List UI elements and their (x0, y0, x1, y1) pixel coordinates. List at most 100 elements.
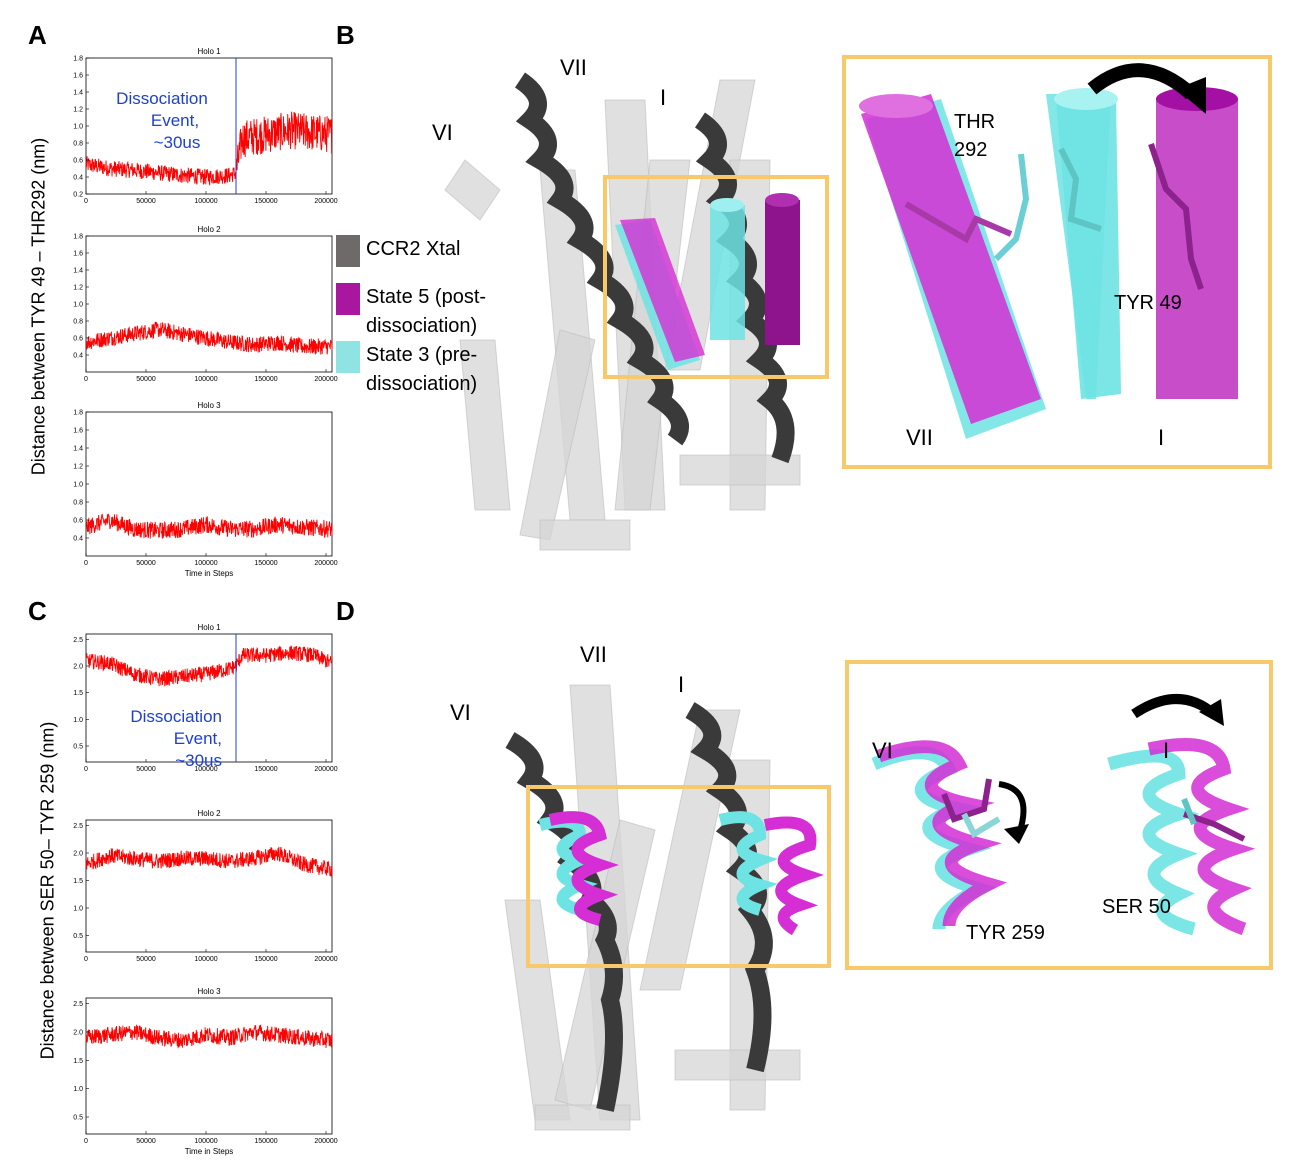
legend-label: CCR2 Xtal (366, 238, 461, 260)
y-tick-label: 0.8 (73, 319, 83, 326)
y-tick-label: 1.6 (73, 428, 83, 435)
y-tick-label: 2.5 (73, 637, 83, 644)
y-tick-label: 1.0 (73, 717, 83, 724)
annotation-line: Dissociation (116, 89, 208, 108)
chart-title: Holo 2 (197, 809, 221, 818)
y-tick-label: 1.0 (73, 1086, 83, 1093)
x-tick-label: 0 (84, 766, 88, 773)
zoom-box-d (526, 785, 831, 968)
chart-title: Holo 1 (197, 47, 221, 56)
inset-b-structure (859, 63, 1238, 439)
label-b-vi: VI (432, 120, 453, 145)
y-tick-label: 2.5 (73, 823, 83, 830)
plot-frame (85, 411, 333, 557)
gray-helix (679, 454, 801, 486)
panel-letter-d: D (336, 596, 355, 626)
y-tick-label: 0.5 (73, 744, 83, 751)
annotation-line: Event, (173, 729, 222, 748)
arrow-head (1004, 824, 1029, 844)
magenta-ribbon (548, 811, 619, 926)
chart-title: Holo 1 (197, 623, 221, 632)
cylinder-cap (1054, 88, 1118, 110)
chart-c-holo1: Holo 1 0.5 1.0 1.5 2.0 2.5 0 50000 100000 150000 2… (73, 623, 338, 773)
magenta-cylinder (620, 218, 705, 362)
x-tick-label: 100000 (194, 1138, 217, 1145)
inset-d-ser-label: SER 50 (1102, 896, 1171, 918)
x-tick-label: 200000 (314, 376, 337, 383)
inset-d-tyr-label: TYR 259 (966, 922, 1045, 944)
y-tick-label: 1.6 (73, 251, 83, 258)
y-tick-label: 0.4 (73, 175, 83, 182)
cyan-cylinder (1056, 99, 1121, 399)
inset-b-tyr-label: TYR 49 (1114, 292, 1182, 314)
x-tick-label: 50000 (136, 198, 156, 205)
annotation-line: ~30us (175, 751, 222, 770)
y-tick-label: 2.0 (73, 1030, 83, 1037)
panel-c-annotation: Dissociation Event, ~30us (112, 706, 222, 772)
inset-b-i-label: I (1158, 425, 1165, 450)
x-tick-label: 100000 (194, 376, 217, 383)
y-tick-label: 0.8 (73, 141, 83, 148)
inset-d-vi-label: VI (872, 738, 893, 763)
x-tick-label: 200000 (314, 956, 337, 963)
legend-item-state3: State 3 (pre- dissociation) (336, 341, 477, 399)
gray-helix (674, 1049, 801, 1081)
series-line (85, 846, 333, 877)
cyan-ribbon (718, 811, 778, 916)
x-tick-label: 50000 (136, 560, 156, 567)
x-tick-label: 200000 (314, 766, 337, 773)
panel-a-ylabel: Distance between TYR 49 – THR292 (nm) (28, 137, 49, 476)
label-d-i: I (678, 672, 685, 697)
y-tick-label: 2.0 (73, 664, 83, 671)
inset-d-i-label: I (1163, 738, 1170, 763)
y-tick-label: 0.5 (73, 1115, 83, 1122)
y-tick-label: 1.8 (73, 56, 83, 63)
x-tick-label: 150000 (254, 956, 277, 963)
inset-d-structure (871, 694, 1256, 936)
series-line (85, 645, 333, 687)
y-tick-label: 1.0 (73, 906, 83, 913)
magenta-cylinder (861, 94, 1041, 424)
gray-helix (639, 709, 741, 991)
chart-title: Holo 3 (197, 401, 221, 410)
x-tick-label: 0 (84, 1138, 88, 1145)
residue-stick (904, 201, 1013, 244)
zoom-box-b (603, 175, 829, 379)
residue-stick (1148, 143, 1204, 290)
arrow-head (1176, 77, 1206, 114)
legend-swatch (336, 341, 360, 373)
inset-b-vii-label: VII (906, 425, 933, 450)
x-tick-label: 200000 (314, 560, 337, 567)
plot-frame (85, 235, 333, 373)
x-axis-label: Time in Steps (185, 1147, 234, 1156)
y-tick-label: 1.8 (73, 234, 83, 241)
x-tick-label: 50000 (136, 376, 156, 383)
x-tick-label: 150000 (254, 560, 277, 567)
residue-stick (993, 153, 1030, 262)
legend-item-state5: State 5 (post- dissociation) (336, 283, 486, 341)
x-tick-label: 150000 (254, 376, 277, 383)
label-d-vi: VI (450, 700, 471, 725)
magenta-ribbon (763, 816, 824, 936)
y-tick-label: 1.4 (73, 446, 83, 453)
y-tick-label: 0.5 (73, 933, 83, 940)
cylinder-cap (859, 94, 933, 118)
purple-cylinder (765, 200, 800, 345)
legend-item-ccr2: CCR2 Xtal (336, 235, 460, 267)
series-line (85, 513, 333, 539)
y-tick-label: 1.0 (73, 302, 83, 309)
chart-a-holo1: Holo 1 0.2 0.4 0.6 0.8 1.0 1.2 1.4 1.6 1.8 0 50000 1… (73, 47, 338, 205)
series-line (85, 321, 333, 356)
legend-swatch (336, 283, 360, 315)
residue-stick (1181, 797, 1197, 826)
y-tick-label: 1.4 (73, 268, 83, 275)
panel-letter-b: B (336, 20, 355, 50)
inset-box-d (845, 660, 1273, 970)
x-tick-label: 50000 (136, 766, 156, 773)
x-tick-label: 200000 (314, 198, 337, 205)
chart-a-holo3: Holo 3 0.4 0.6 0.8 1.0 1.2 1.4 1.6 1.8 0 50000 1000… (73, 401, 338, 578)
chart-title: Holo 2 (197, 225, 221, 234)
y-tick-label: 2.0 (73, 851, 83, 858)
x-tick-label: 50000 (136, 956, 156, 963)
y-tick-label: 1.5 (73, 878, 83, 885)
